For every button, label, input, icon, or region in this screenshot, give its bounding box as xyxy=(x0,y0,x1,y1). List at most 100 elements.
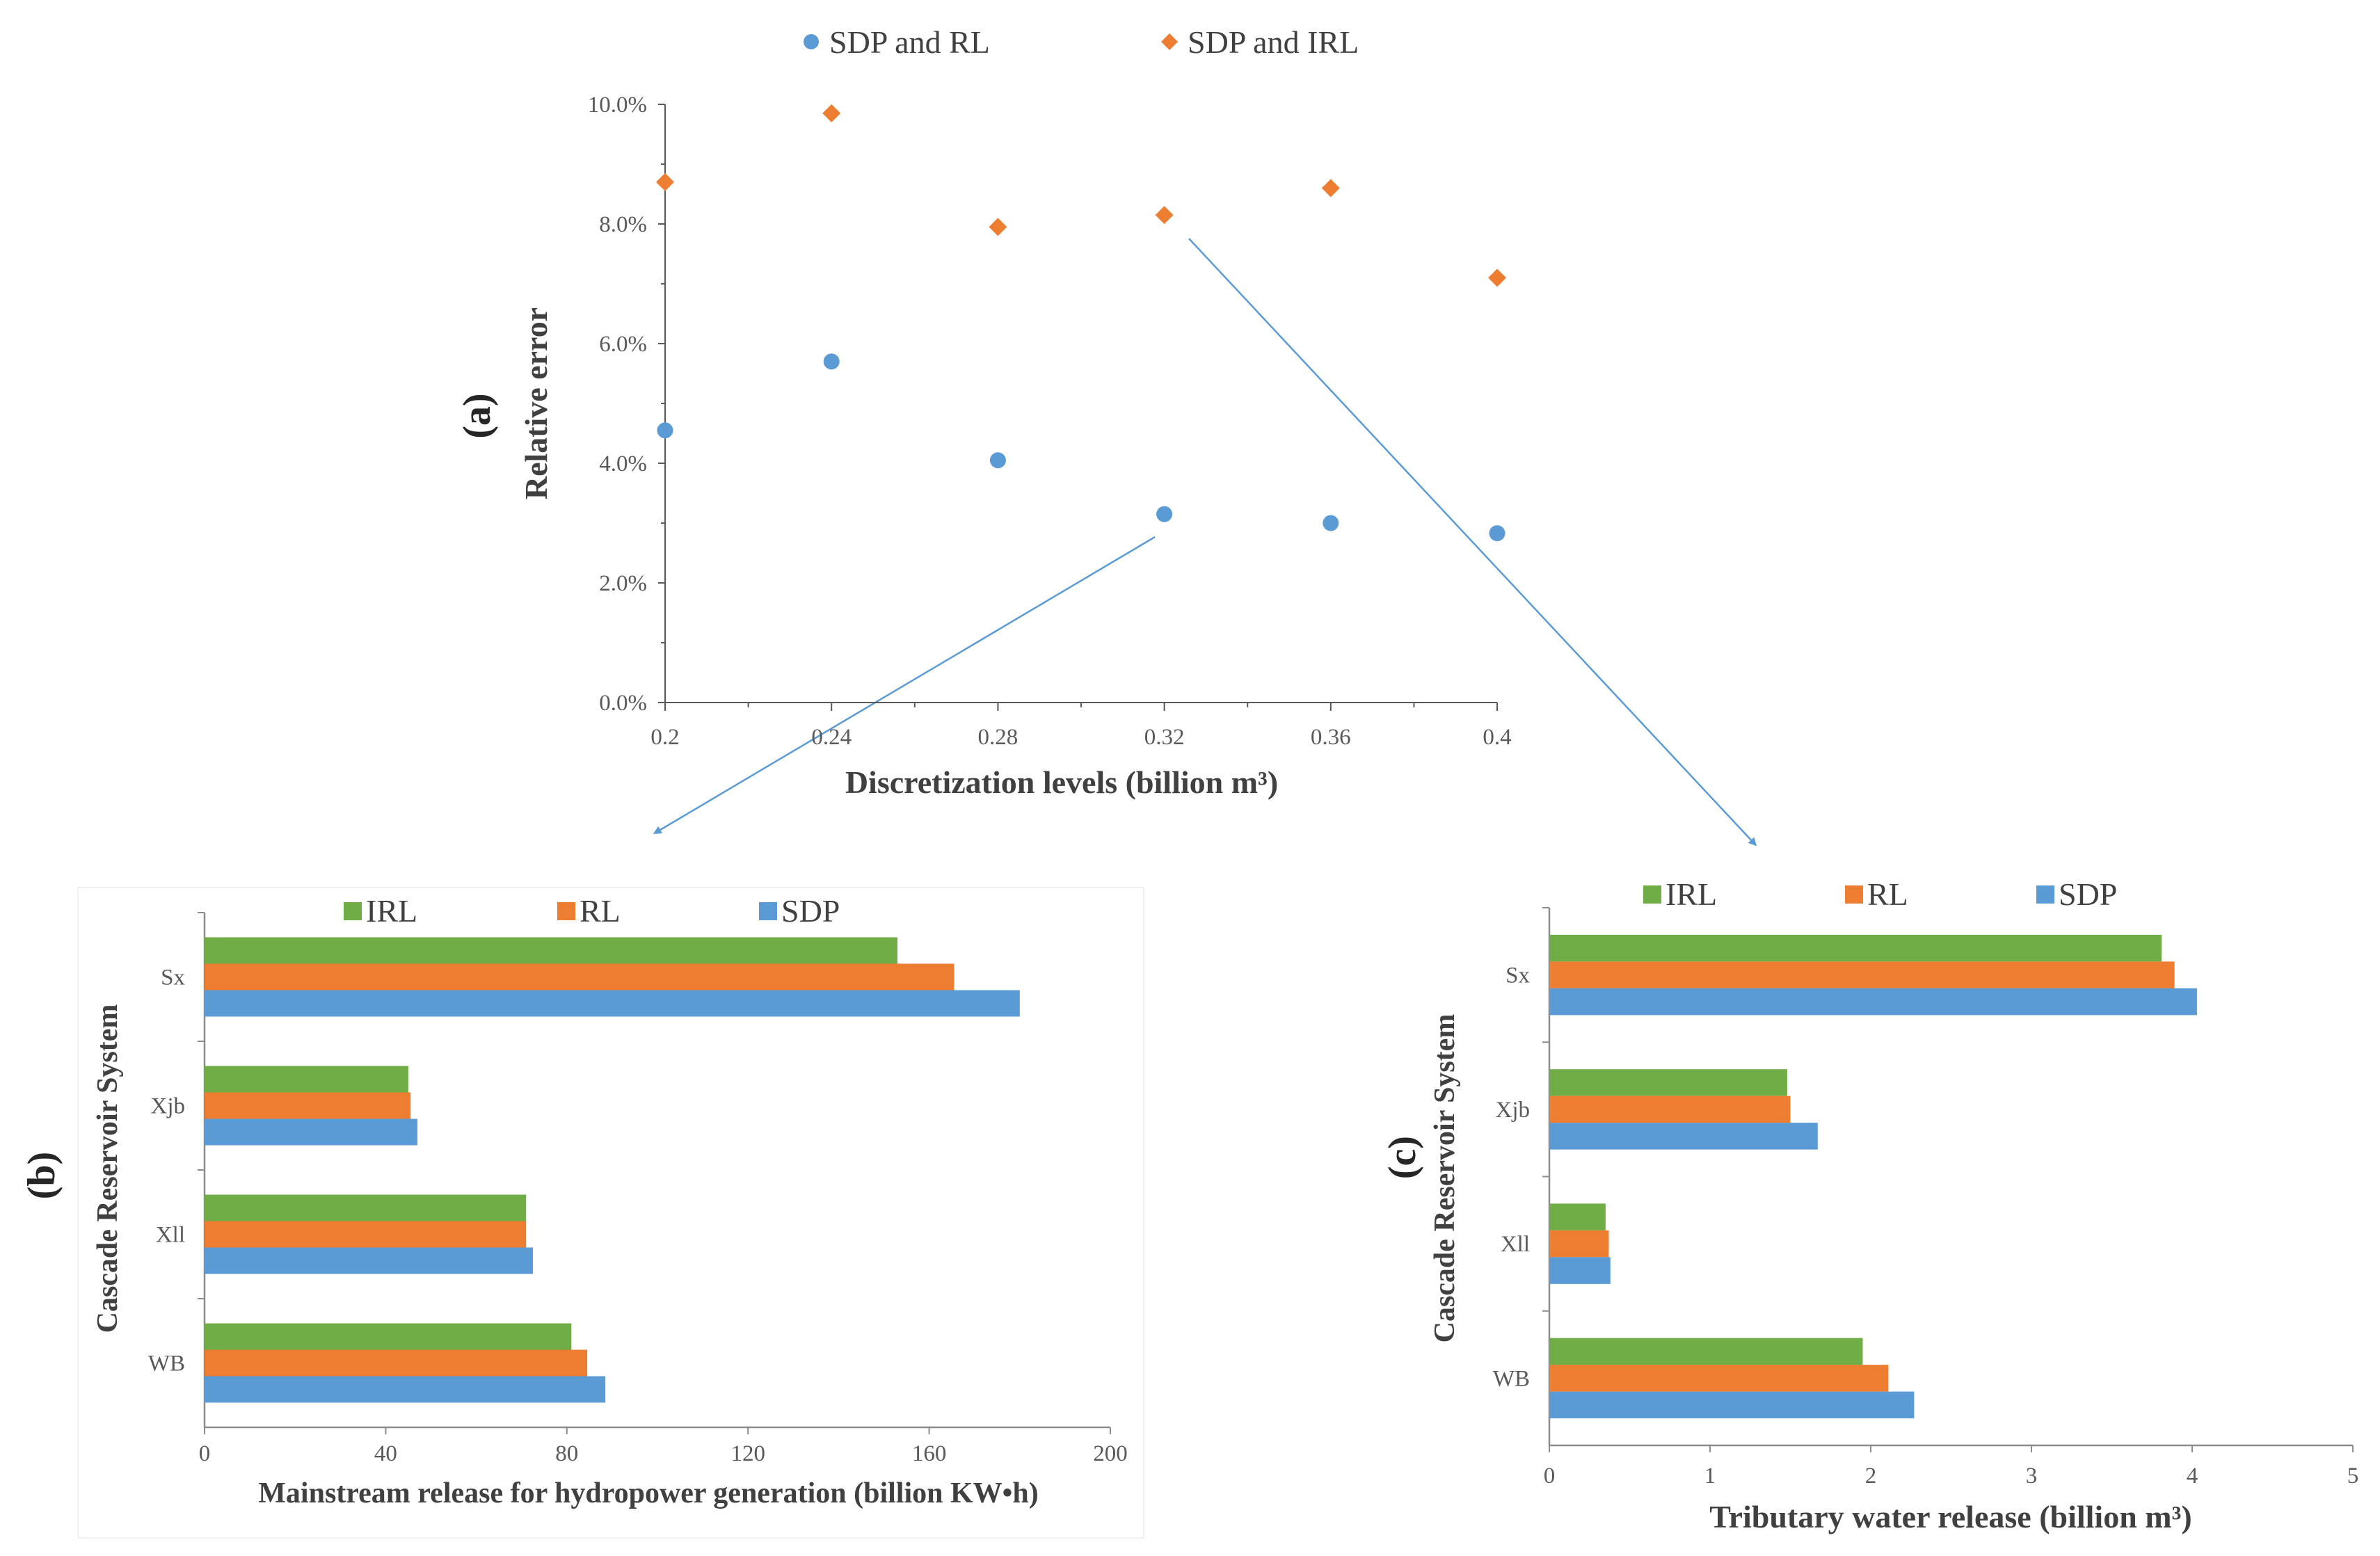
panel-c-legend: IRL RL SDP xyxy=(1643,876,2117,912)
panel-b-bar-sdp-xjb xyxy=(205,1118,417,1146)
legend-label-irl: IRL xyxy=(366,893,417,929)
panel-b-bar-sdp-sx xyxy=(205,990,1020,1017)
panel-c-bar-irl-wb xyxy=(1549,1338,1863,1365)
panel-c-bar-sdp-wb xyxy=(1549,1391,1915,1419)
panel-b-x-tick-label: 40 xyxy=(374,1441,397,1466)
legend-swatch-sdp xyxy=(2036,885,2054,904)
panel-a-x-tick-label: 0.36 xyxy=(1311,725,1351,750)
panel-b-x-tick-label: 80 xyxy=(555,1441,578,1466)
panel-b-bar-irl-xll xyxy=(205,1194,527,1221)
panel-a-point-sdp-and-rl xyxy=(989,452,1006,469)
legend-label-sdp: SDP xyxy=(2059,876,2117,912)
panel-c-x-tick-label: 1 xyxy=(1704,1463,1716,1489)
panel-b-x-axis-title: Mainstream release for hydropower genera… xyxy=(258,1477,1038,1509)
legend-label-rl: RL xyxy=(580,893,621,929)
panel-b-label: (b) xyxy=(20,1152,63,1199)
panel-c-bar-chart: (c) Cascade Reservoir System Tributary w… xyxy=(1381,876,2358,1534)
panel-a-y-tick-label: 6.0% xyxy=(599,332,647,357)
panel-c-x-tick-label: 2 xyxy=(1865,1463,1877,1489)
panel-c-bar-irl-xll xyxy=(1549,1203,1606,1230)
legend-swatch-rl xyxy=(557,902,575,920)
legend-label-rl: RL xyxy=(1867,876,1908,912)
panel-b-category-label: Xjb xyxy=(151,1094,186,1119)
panel-b-bar-rl-wb xyxy=(205,1349,588,1377)
panel-c-category-label: Xll xyxy=(1501,1232,1530,1257)
connector-arrow-to-b xyxy=(653,536,1156,835)
panel-b-frame xyxy=(77,887,1144,1539)
panel-a-label: (a) xyxy=(456,393,499,438)
panel-a-y-axis-title: Relative error xyxy=(518,307,554,499)
panel-b-bar-rl-xll xyxy=(205,1221,527,1248)
legend-label-sdp-and-irl: SDP and IRL xyxy=(1188,24,1359,60)
panel-b-x-tick-label: 160 xyxy=(912,1441,947,1466)
panel-a-point-sdp-and-rl xyxy=(823,353,840,370)
panel-c-category-label: Sx xyxy=(1506,963,1530,988)
panel-c-bar-sdp-xjb xyxy=(1549,1123,1818,1150)
panel-c-x-tick-label: 0 xyxy=(1544,1463,1556,1489)
panel-c-x-tick-label: 5 xyxy=(2347,1463,2359,1489)
panel-c-x-tick-label: 3 xyxy=(2026,1463,2038,1489)
panel-a-point-sdp-and-irl xyxy=(1155,206,1174,225)
panel-a-point-sdp-and-rl xyxy=(657,422,673,439)
panel-a-point-sdp-and-rl xyxy=(1156,506,1173,522)
legend-label-sdp-and-rl: SDP and RL xyxy=(829,24,990,60)
panel-b-x-tick-label: 120 xyxy=(730,1441,765,1466)
panel-c-bar-rl-sx xyxy=(1549,961,2175,988)
panel-a-x-tick-label: 0.2 xyxy=(650,725,679,750)
panel-a-y-tick-label: 0.0% xyxy=(599,691,647,716)
panel-c-category-label: Xjb xyxy=(1496,1098,1531,1123)
panel-a-y-tick-label: 4.0% xyxy=(599,451,647,476)
panel-b-bar-irl-wb xyxy=(205,1323,572,1350)
panel-a-x-axis-title: Discretization levels (billion m³) xyxy=(845,764,1278,800)
panel-c-label: (c) xyxy=(1381,1136,1424,1179)
legend-swatch-irl xyxy=(1643,885,1661,904)
connector-arrow-to-c xyxy=(1188,238,1757,847)
panel-c-bar-irl-sx xyxy=(1549,934,2162,962)
legend-swatch-rl xyxy=(1845,885,1863,904)
panel-a-point-sdp-and-irl xyxy=(1321,179,1340,198)
panel-b-bar-rl-xjb xyxy=(205,1092,411,1119)
panel-b-bar-chart: (b) Cascade Reservoir System Mainstream … xyxy=(20,887,1144,1539)
panel-b-bar-irl-xjb xyxy=(205,1066,408,1093)
legend-swatch-sdp xyxy=(759,902,777,920)
panel-a-point-sdp-and-rl xyxy=(1323,515,1339,531)
panel-c-category-label: WB xyxy=(1493,1366,1530,1391)
legend-label-sdp: SDP xyxy=(781,893,840,929)
panel-a-point-sdp-and-irl xyxy=(822,104,841,122)
panel-c-bar-rl-xll xyxy=(1549,1230,1609,1258)
panel-b-x-tick-label: 200 xyxy=(1093,1441,1128,1466)
legend-marker-sdp-and-irl xyxy=(1161,33,1178,50)
panel-c-bar-irl-xjb xyxy=(1549,1069,1787,1096)
panel-a-legend: SDP and RL SDP and IRL xyxy=(804,24,1359,60)
panel-c-x-tick-label: 4 xyxy=(2187,1463,2198,1489)
legend-marker-sdp-and-rl xyxy=(804,34,819,49)
panel-a-y-tick-label: 8.0% xyxy=(599,212,647,237)
panel-c-bar-sdp-sx xyxy=(1549,988,2197,1016)
panel-a-point-sdp-and-rl xyxy=(1489,525,1506,542)
panel-b-bar-irl-sx xyxy=(205,937,898,964)
panel-a-x-tick-label: 0.24 xyxy=(811,725,852,750)
panel-b-y-axis-title: Cascade Reservoir System xyxy=(92,1004,124,1333)
legend-label-irl: IRL xyxy=(1666,876,1717,912)
panel-b-category-label: Sx xyxy=(161,965,185,990)
panel-a-x-tick-label: 0.4 xyxy=(1483,725,1511,750)
panel-b-category-label: WB xyxy=(148,1352,185,1377)
panel-a-x-tick-label: 0.32 xyxy=(1144,725,1185,750)
panel-b-x-tick-label: 0 xyxy=(199,1441,211,1466)
panel-a-y-tick-label: 2.0% xyxy=(599,571,647,596)
panel-c-bar-sdp-xll xyxy=(1549,1257,1611,1284)
panel-a-scatter-chart: (a) Relative error Discretization levels… xyxy=(456,24,1512,800)
panel-a-y-tick-label: 10.0% xyxy=(588,93,647,118)
panel-a-point-sdp-and-irl xyxy=(989,218,1007,236)
panel-c-bar-rl-xjb xyxy=(1549,1096,1791,1123)
panel-b-category-label: Xll xyxy=(156,1223,185,1248)
panel-b-bar-sdp-xll xyxy=(205,1247,533,1274)
panel-c-x-axis-title: Tributary water release (billion m³) xyxy=(1709,1499,2191,1534)
panel-b-legend: IRL RL SDP xyxy=(344,893,840,929)
panel-c-y-axis-title: Cascade Reservoir System xyxy=(1429,1014,1461,1343)
legend-swatch-irl xyxy=(344,902,362,920)
panel-c-bar-rl-wb xyxy=(1549,1365,1889,1392)
panel-a-point-sdp-and-irl xyxy=(656,173,674,191)
panel-b-bar-sdp-wb xyxy=(205,1376,606,1403)
